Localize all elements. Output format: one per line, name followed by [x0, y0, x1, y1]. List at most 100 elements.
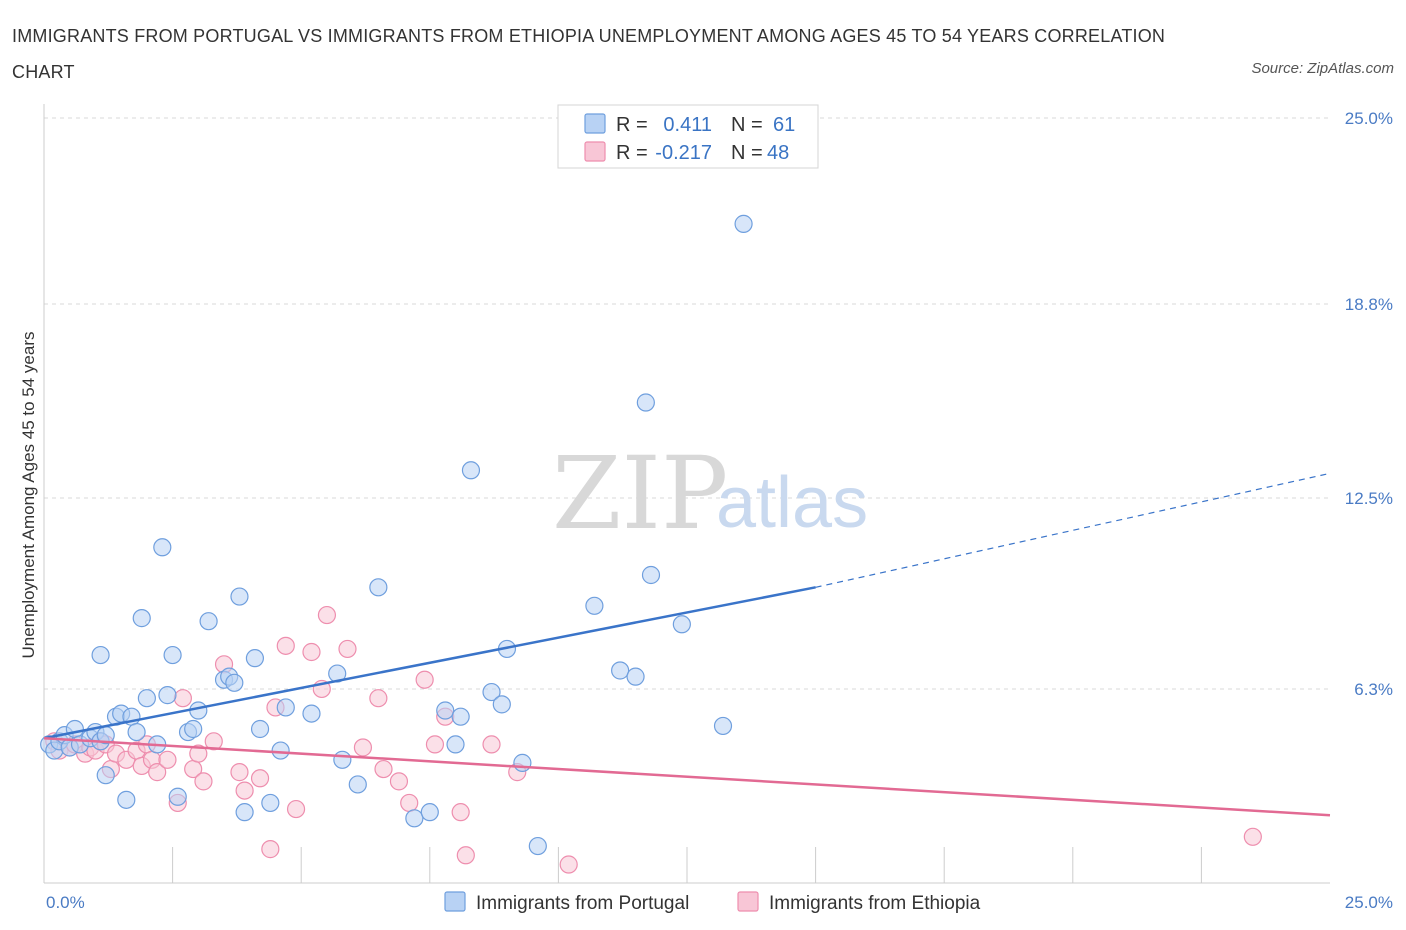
- portugal-point: [611, 661, 630, 680]
- ethiopia-trend-line: [43, 736, 1331, 817]
- portugal-point: [446, 735, 465, 754]
- legend-n-label-ethiopia: N =: [731, 142, 763, 164]
- legend-n-label-portugal: N =: [731, 114, 763, 136]
- portugal-point: [713, 716, 733, 736]
- ethiopia-point: [369, 689, 388, 708]
- ethiopia-point: [148, 763, 167, 782]
- portugal-point: [461, 461, 481, 480]
- ethiopia-point: [389, 772, 409, 791]
- portugal-point: [168, 787, 187, 806]
- legend-swatch-portugal: [584, 113, 606, 134]
- series-legend-swatch-portugal: [444, 891, 466, 912]
- source-credit: Source: ZipAtlas.com: [1251, 60, 1394, 77]
- portugal-point: [230, 587, 249, 606]
- portugal-point: [153, 538, 172, 557]
- watermark-zip: ZIP: [552, 435, 728, 552]
- y-tick-label: 12.5%: [1345, 489, 1393, 508]
- legend-r-value-portugal: 0.411: [663, 114, 712, 136]
- portugal-point: [96, 766, 115, 785]
- portugal-point: [271, 741, 290, 760]
- ethiopia-point: [235, 781, 254, 800]
- portugal-point: [127, 722, 146, 742]
- portugal-point: [585, 596, 604, 615]
- portugal-point: [65, 719, 84, 739]
- legend-r-value-ethiopia: -0.217: [655, 142, 712, 164]
- portugal-point: [235, 803, 254, 822]
- legend-n-value-portugal: 61: [773, 114, 795, 136]
- ethiopia-point: [1243, 827, 1262, 846]
- ethiopia-points: [45, 605, 1262, 874]
- ethiopia-point: [261, 840, 280, 859]
- ethiopia-point: [338, 639, 357, 659]
- portugal-point: [348, 775, 367, 794]
- portugal-point: [261, 793, 280, 813]
- portugal-point: [420, 803, 439, 822]
- y-tick-labels: 6.3% 12.5% 18.8% 25.0%: [1345, 109, 1393, 699]
- x-ticks: [172, 847, 1202, 883]
- ethiopia-point: [374, 759, 393, 779]
- ethiopia-point: [286, 799, 306, 819]
- portugal-point: [91, 645, 110, 665]
- portugal-point: [302, 704, 321, 723]
- portugal-point: [492, 695, 511, 714]
- portugal-point: [436, 701, 455, 720]
- ethiopia-point: [204, 732, 223, 751]
- portugal-point: [245, 649, 265, 668]
- ethiopia-point: [158, 750, 177, 769]
- legend-n-value-ethiopia: 48: [767, 142, 789, 164]
- y-tick-label: 18.8%: [1345, 295, 1393, 314]
- ethiopia-point: [317, 605, 337, 625]
- series-legend-label-ethiopia: Immigrants from Ethiopia: [769, 893, 981, 914]
- portugal-point: [199, 612, 218, 631]
- x-tick-label: 25.0%: [1345, 893, 1393, 912]
- portugal-point: [734, 214, 753, 233]
- y-tick-label: 25.0%: [1345, 109, 1393, 128]
- chart-title: IMMIGRANTS FROM PORTUGAL VS IMMIGRANTS F…: [12, 26, 1166, 82]
- ethiopia-point: [559, 855, 578, 874]
- x-tick-label: 0.0%: [46, 893, 85, 912]
- portugal-point: [369, 578, 388, 597]
- portugal-point: [225, 673, 244, 692]
- portugal-point: [528, 836, 547, 856]
- ethiopia-point: [230, 763, 249, 782]
- ethiopia-point: [400, 793, 419, 813]
- portugal-point: [132, 609, 151, 628]
- portugal-point: [626, 667, 645, 686]
- legend-r-label-ethiopia: R =: [616, 142, 648, 164]
- series-legend-swatch-ethiopia: [737, 891, 759, 912]
- ethiopia-point: [194, 772, 213, 791]
- y-tick-label: 6.3%: [1354, 680, 1393, 699]
- ethiopia-point: [173, 689, 192, 708]
- portugal-point: [117, 790, 136, 809]
- series-legend: Immigrants from Portugal Immigrants from…: [444, 891, 981, 914]
- x-tick-labels: 0.0% 25.0%: [46, 893, 1393, 912]
- portugal-trend-line: [43, 586, 816, 740]
- watermark: ZIP atlas: [552, 435, 868, 552]
- portugal-point: [333, 750, 352, 769]
- y-axis-label: Unemployment Among Ages 45 to 54 years: [19, 332, 38, 659]
- portugal-point: [451, 707, 470, 726]
- ethiopia-point: [451, 803, 470, 822]
- ethiopia-point: [302, 642, 321, 662]
- ethiopia-point: [425, 735, 445, 754]
- ethiopia-point: [353, 738, 373, 757]
- portugal-point: [276, 698, 295, 717]
- portugal-trend-extension: [815, 472, 1331, 588]
- portugal-point: [405, 809, 424, 828]
- ethiopia-point: [189, 744, 208, 763]
- portugal-point: [513, 753, 532, 772]
- portugal-point: [137, 689, 156, 708]
- stats-legend: R = 0.411 N = 61 R = -0.217 N = 48: [557, 104, 819, 169]
- portugal-point: [641, 565, 661, 585]
- trend-lines: [43, 472, 1331, 817]
- ethiopia-point: [482, 735, 501, 754]
- portugal-point: [189, 701, 208, 720]
- legend-r-label-portugal: R =: [616, 114, 648, 136]
- portugal-point: [672, 615, 691, 634]
- legend-swatch-ethiopia: [584, 141, 606, 162]
- watermark-atlas: atlas: [716, 463, 868, 543]
- portugal-point: [163, 645, 182, 665]
- portugal-point: [482, 682, 501, 702]
- ethiopia-point: [250, 769, 270, 788]
